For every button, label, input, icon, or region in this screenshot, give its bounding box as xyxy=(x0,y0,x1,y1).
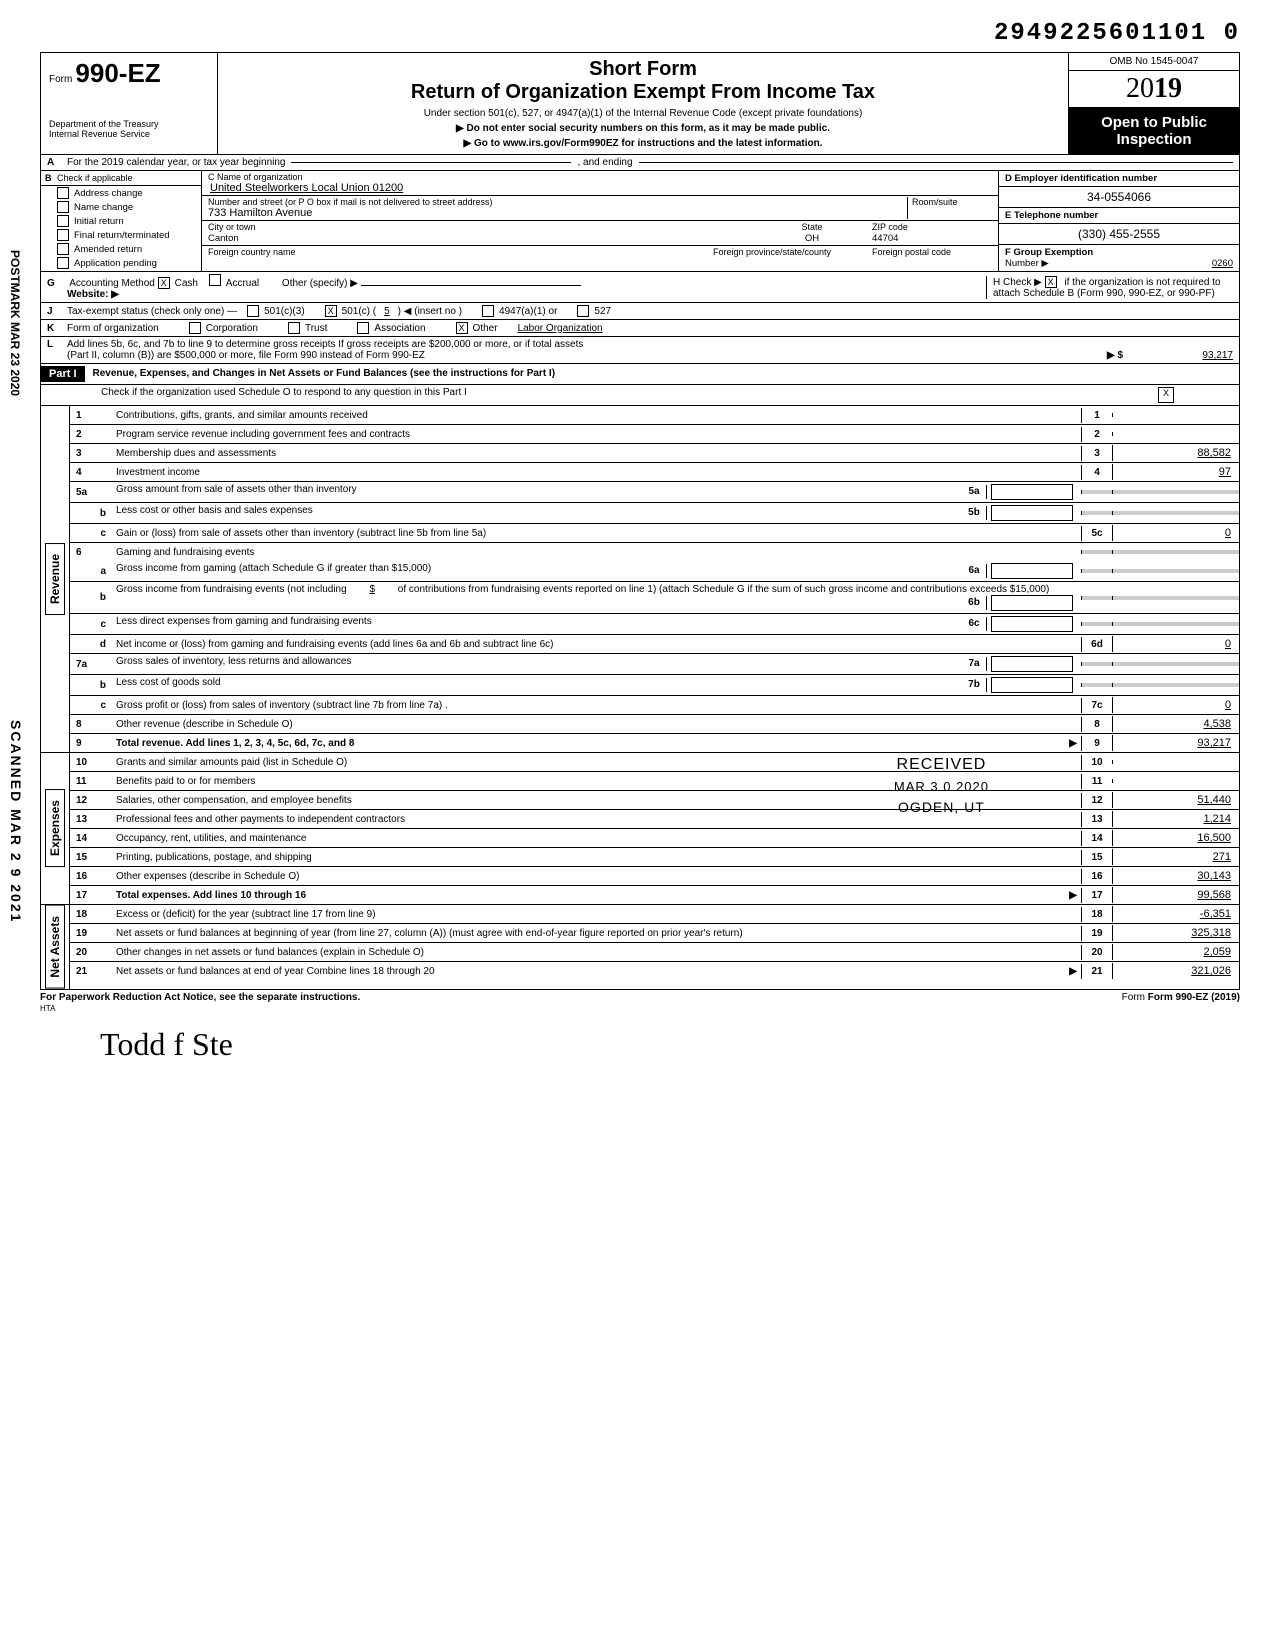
line19-val: 325,318 xyxy=(1112,925,1239,941)
cb-trust[interactable] xyxy=(288,322,300,334)
cb-schedule-b[interactable]: X xyxy=(1045,276,1057,288)
form-number: 990-EZ xyxy=(75,58,160,88)
line6a-val[interactable] xyxy=(991,563,1073,579)
cb-address-change[interactable] xyxy=(57,187,69,199)
line5a-val[interactable] xyxy=(991,484,1073,500)
cb-application-pending[interactable] xyxy=(57,257,69,269)
postmark-stamp: POSTMARK MAR 23 2020 xyxy=(8,250,22,396)
signature: Todd f Ste xyxy=(40,1016,1240,1073)
line7b-val[interactable] xyxy=(991,677,1073,693)
cb-initial-return[interactable] xyxy=(57,215,69,227)
line6c-val[interactable] xyxy=(991,616,1073,632)
open-public-2: Inspection xyxy=(1071,131,1237,148)
line5c-val: 0 xyxy=(1112,525,1239,541)
line10-val xyxy=(1112,760,1239,764)
cb-other-org[interactable]: X xyxy=(456,322,468,334)
line6b-val[interactable] xyxy=(991,595,1073,611)
line7a-val[interactable] xyxy=(991,656,1073,672)
netassets-section: Net Assets 18Excess or (deficit) for the… xyxy=(40,905,1240,990)
subtitle-section: Under section 501(c), 527, or 4947(a)(1)… xyxy=(228,108,1058,119)
tax-year-end[interactable] xyxy=(639,162,1233,163)
cb-assoc[interactable] xyxy=(357,322,369,334)
line7c-val: 0 xyxy=(1112,697,1239,713)
cb-accrual[interactable] xyxy=(209,274,221,286)
scanned-stamp: SCANNED MAR 2 9 2021 xyxy=(8,720,24,923)
line9-val: 93,217 xyxy=(1112,735,1239,751)
omb-number: OMB No 1545-0047 xyxy=(1069,53,1239,71)
row-j: J Tax-exempt status (check only one) — 5… xyxy=(40,303,1240,320)
received-stamp: RECEIVED MAR 3 0 2020 OGDEN, UT xyxy=(894,753,989,818)
cb-corp[interactable] xyxy=(189,322,201,334)
expenses-label: Expenses xyxy=(45,789,65,867)
title-return: Return of Organization Exempt From Incom… xyxy=(228,81,1058,104)
revenue-section: Revenue 1Contributions, gifts, grants, a… xyxy=(40,406,1240,753)
subtitle-ssn: ▶ Do not enter social security numbers o… xyxy=(228,123,1058,134)
dln-number: 2949225601101 0 xyxy=(40,20,1240,47)
subtitle-url: ▶ Go to www.irs.gov/Form990EZ for instru… xyxy=(228,138,1058,149)
other-org-type: Labor Organization xyxy=(518,323,603,334)
line11-val xyxy=(1112,779,1239,783)
org-state: OH xyxy=(805,233,819,244)
title-short-form: Short Form xyxy=(228,58,1058,81)
open-public-1: Open to Public xyxy=(1071,114,1237,131)
line13-val: 1,214 xyxy=(1112,811,1239,827)
cb-527[interactable] xyxy=(577,305,589,317)
line6d-val: 0 xyxy=(1112,636,1239,652)
org-address: 733 Hamilton Avenue xyxy=(208,207,907,219)
cb-4947[interactable] xyxy=(482,305,494,317)
row-a: A For the 2019 calendar year, or tax yea… xyxy=(40,155,1240,171)
dept-irs: Internal Revenue Service xyxy=(49,129,209,139)
line21-val: 321,026 xyxy=(1112,963,1239,979)
cb-schedule-o[interactable]: X xyxy=(1158,387,1174,403)
line2-val xyxy=(1112,432,1239,436)
tax-year-begin[interactable] xyxy=(291,162,571,163)
line3-val: 88,582 xyxy=(1112,445,1239,461)
cb-name-change[interactable] xyxy=(57,201,69,213)
cb-final-return[interactable] xyxy=(57,229,69,241)
line5b-val[interactable] xyxy=(991,505,1073,521)
501c-num: 5 xyxy=(376,306,398,317)
form-header: Form 990-EZ Department of the Treasury I… xyxy=(40,52,1240,155)
group-exemption: 0260 xyxy=(1212,258,1233,269)
line4-val: 97 xyxy=(1112,464,1239,480)
dept-treasury: Department of the Treasury xyxy=(49,119,209,129)
line1-val xyxy=(1112,413,1239,417)
line17-val: 99,568 xyxy=(1112,887,1239,903)
line20-val: 2,059 xyxy=(1112,944,1239,960)
ein: 34-0554066 xyxy=(999,187,1239,208)
cb-amended-return[interactable] xyxy=(57,243,69,255)
org-info-block: BCheck if applicable Address change Name… xyxy=(40,171,1240,272)
row-k: K Form of organization Corporation Trust… xyxy=(40,320,1240,337)
line14-val: 16,500 xyxy=(1112,830,1239,846)
cb-501c3[interactable] xyxy=(247,305,259,317)
gross-receipts: 93,217 xyxy=(1123,350,1233,361)
line18-val: -6,351 xyxy=(1112,906,1239,922)
netassets-label: Net Assets xyxy=(45,905,65,989)
tax-year: 2019 xyxy=(1069,71,1239,108)
cb-cash[interactable]: X xyxy=(158,277,170,289)
line16-val: 30,143 xyxy=(1112,868,1239,884)
expenses-section: RECEIVED MAR 3 0 2020 OGDEN, UT Expenses… xyxy=(40,753,1240,905)
org-zip: 44704 xyxy=(872,233,898,244)
line12-val: 51,440 xyxy=(1112,792,1239,808)
part1-header: Part I Revenue, Expenses, and Changes in… xyxy=(40,364,1240,385)
revenue-label: Revenue xyxy=(45,543,65,615)
phone: (330) 455-2555 xyxy=(999,224,1239,245)
page-footer: For Paperwork Reduction Act Notice, see … xyxy=(40,990,1240,1016)
form-prefix: Form xyxy=(49,74,72,85)
org-city: Canton xyxy=(208,233,239,244)
line15-val: 271 xyxy=(1112,849,1239,865)
line8-val: 4,538 xyxy=(1112,716,1239,732)
row-l: L Add lines 5b, 6c, and 7b to line 9 to … xyxy=(40,337,1240,364)
cb-501c[interactable]: X xyxy=(325,305,337,317)
part1-check: Check if the organization used Schedule … xyxy=(40,385,1240,406)
org-name: United Steelworkers Local Union 01200 xyxy=(208,182,992,194)
row-g-h: G Accounting Method XCash Accrual Other … xyxy=(40,272,1240,303)
